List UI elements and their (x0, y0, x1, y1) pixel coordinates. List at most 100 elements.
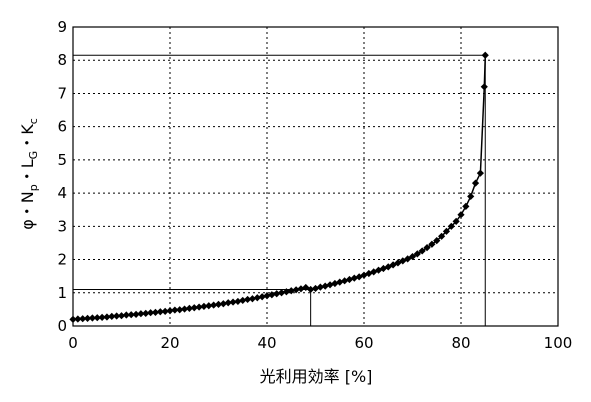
grid-lines (73, 27, 558, 326)
data-point (214, 300, 223, 309)
data-point (88, 314, 96, 322)
data-point (316, 283, 324, 291)
data-point (103, 313, 111, 321)
data-point (180, 305, 189, 313)
data-point (287, 287, 295, 295)
y-tick-label: 8 (57, 51, 67, 69)
y-tick-label: 9 (57, 18, 67, 36)
data-point (122, 311, 130, 319)
y-tick-label: 6 (57, 118, 67, 136)
y-axis-title-part: ・K (18, 124, 37, 151)
data-point (476, 169, 484, 177)
data-point (98, 313, 106, 321)
data-point (471, 179, 480, 187)
data-point (438, 232, 446, 240)
data-point (190, 304, 198, 312)
y-axis-title: φ・Np・LG・Kc (18, 118, 40, 230)
data-point (205, 302, 213, 310)
data-point (413, 250, 421, 258)
data-point (219, 300, 227, 308)
x-tick-labels: 0 20 40 60 80 100 (68, 334, 572, 352)
y-tick-label: 7 (57, 84, 67, 102)
y-tick-label: 2 (57, 251, 67, 269)
x-tick-label: 40 (257, 334, 276, 352)
y-axis-title-part: p (27, 184, 40, 191)
data-point (151, 308, 160, 316)
data-point (442, 227, 451, 235)
data-point (210, 301, 218, 309)
data-point (185, 304, 193, 312)
data-point (389, 261, 397, 269)
data-point (253, 294, 261, 302)
y-axis-title-part: ・L (18, 159, 37, 184)
data-series (69, 51, 489, 323)
data-point (83, 314, 92, 322)
x-axis-title: 光利用効率 [%] (260, 367, 373, 386)
y-axis-title-part: G (27, 151, 40, 160)
data-point (428, 240, 436, 248)
data-point (374, 266, 383, 274)
data-point (462, 202, 470, 210)
y-axis-title-part: c (27, 118, 40, 124)
data-point (79, 315, 87, 323)
data-point (195, 303, 203, 311)
x-tick-label: 0 (68, 334, 78, 352)
data-point (307, 285, 315, 294)
data-point (147, 309, 155, 317)
data-point (447, 222, 455, 230)
data-point (224, 299, 232, 307)
data-point (117, 312, 126, 320)
x-tick-label: 20 (160, 334, 179, 352)
data-point (394, 259, 402, 267)
data-point (399, 257, 407, 265)
data-point (273, 290, 281, 298)
data-point (156, 308, 164, 316)
y-axis-title-part: φ・N (18, 191, 37, 230)
data-point (379, 264, 387, 273)
y-tick-label: 4 (57, 184, 67, 202)
data-point (350, 274, 358, 282)
data-point (258, 293, 266, 301)
data-point (113, 312, 121, 320)
data-point (341, 277, 349, 285)
data-point (176, 306, 184, 314)
y-tick-label: 3 (57, 217, 67, 235)
data-point (297, 285, 305, 293)
data-point (365, 269, 373, 278)
data-point (467, 192, 475, 201)
data-point (93, 314, 101, 322)
data-point (480, 83, 488, 91)
data-point (292, 286, 300, 294)
data-point (171, 306, 179, 314)
y-tick-label: 5 (57, 151, 67, 169)
data-point (418, 247, 426, 255)
reference-lines (73, 54, 486, 326)
data-point (263, 292, 271, 300)
y-tick-label: 1 (57, 284, 67, 302)
data-point (423, 243, 431, 252)
data-point (239, 296, 247, 305)
data-point (137, 310, 145, 318)
data-point (268, 291, 276, 299)
x-tick-label: 80 (451, 334, 470, 352)
data-point (132, 310, 140, 318)
data-point (108, 312, 116, 320)
data-point (331, 279, 339, 288)
plot-frame (72, 26, 559, 327)
data-point (282, 288, 290, 296)
data-point (74, 315, 82, 323)
data-point (127, 311, 135, 319)
data-point (244, 295, 252, 304)
data-point (229, 298, 237, 306)
y-tick-labels: 0 1 2 3 4 5 6 7 8 9 (57, 18, 67, 335)
data-point (321, 282, 329, 290)
data-point (166, 307, 174, 315)
x-tick-label: 100 (544, 334, 573, 352)
data-point (142, 309, 150, 317)
data-point (277, 289, 286, 297)
plot-border (72, 26, 559, 327)
data-point (234, 297, 242, 306)
data-point (452, 217, 460, 225)
data-point (457, 211, 465, 219)
